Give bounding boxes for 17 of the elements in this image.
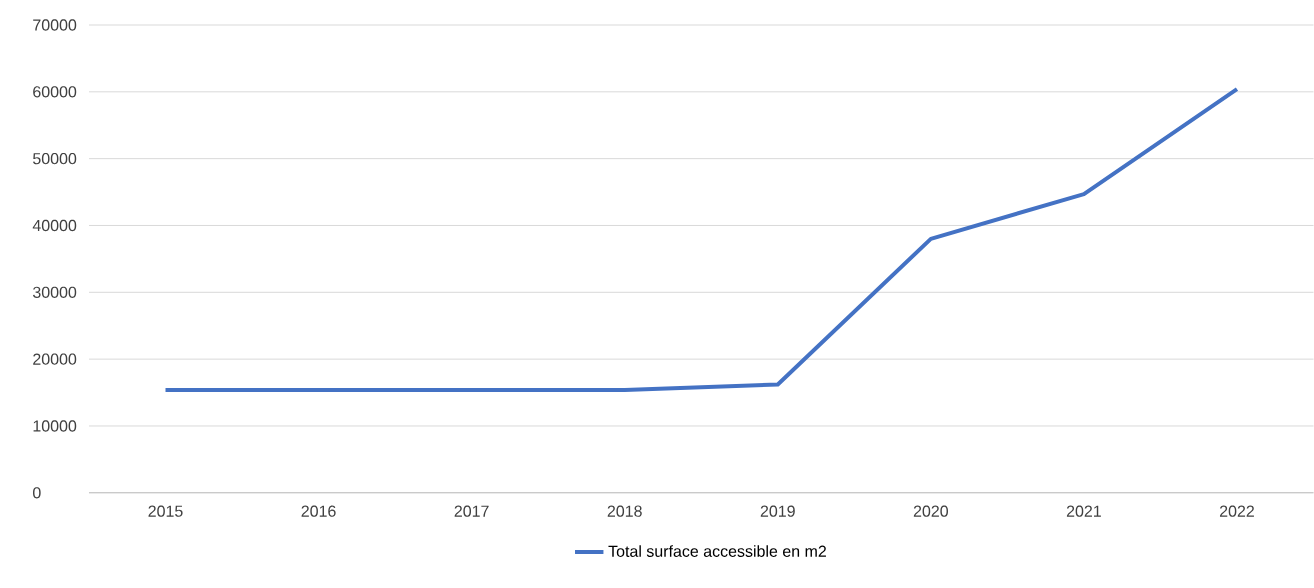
y-tick-label: 40000 [32,219,77,232]
x-tick-label: 2022 [1219,505,1254,517]
x-tick-label: 2016 [301,505,336,517]
x-tick-label: 2019 [760,505,795,517]
x-tick-label: 2018 [607,505,642,517]
x-tick-label: 2015 [148,505,183,517]
y-tick-label: 10000 [33,420,77,432]
y-tick-label: 0 [33,487,41,499]
x-tick-label: 2021 [1066,505,1101,517]
y-tick-label: 60000 [33,86,77,98]
legend-label: Total surface accessible en m2 [608,545,826,558]
x-tick-label: 2017 [454,505,489,517]
y-tick-label: 70000 [33,19,77,31]
y-tick-label: 30000 [32,286,77,299]
x-tick-label: 2020 [913,505,949,517]
y-tick-label: 50000 [33,153,77,165]
y-tick-label: 20000 [33,353,77,365]
